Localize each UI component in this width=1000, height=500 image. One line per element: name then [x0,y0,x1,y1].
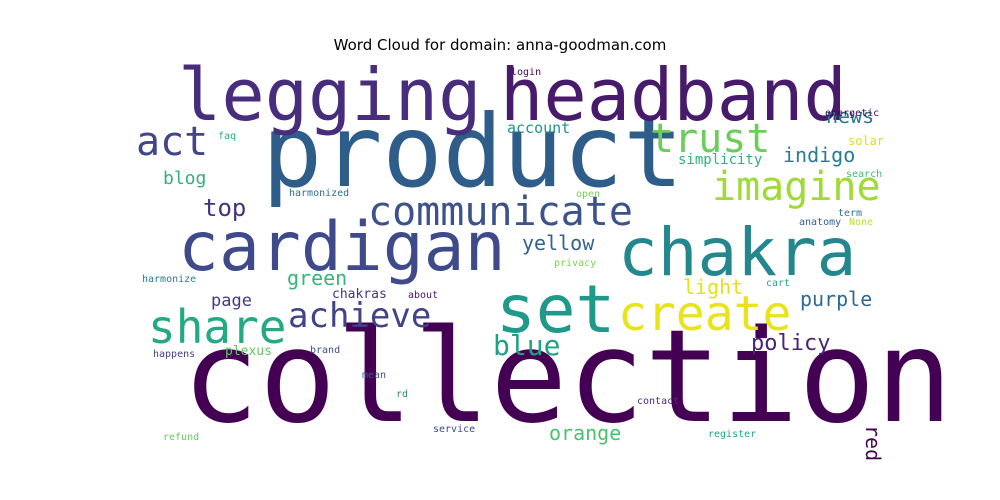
word-account: account [507,119,570,137]
chart-title: Word Cloud for domain: anna-goodman.com [333,36,667,54]
word-light: light [683,275,743,299]
word-register: register [708,429,756,440]
word-headband: headband [500,53,847,137]
word-none: None [849,217,873,228]
word-policy: policy [751,331,830,356]
word-about: about [408,290,438,301]
word-communicate: communicate [368,189,633,235]
word-happens: happens [153,349,195,360]
word-indigo: indigo [783,143,855,167]
word-blue: blue [493,329,560,362]
word-legging: legging [178,53,481,137]
word-solar: solar [848,134,884,148]
word-yellow: yellow [522,231,595,255]
word-plexus: plexus [225,344,272,359]
word-cart: cart [766,278,790,289]
word-search: search [846,169,882,180]
word-orange: orange [549,421,621,445]
word-collection: collection [182,303,953,452]
word-top: top [203,194,246,222]
word-mean: mean [362,370,386,381]
word-product: product [262,93,683,210]
word-news: news [826,104,874,128]
word-harmonized: harmonized [289,188,349,199]
word-service: service [433,424,475,435]
word-harmonize: harmonize [142,274,196,285]
word-anatomy: anatomy [799,217,841,228]
word-share: share [148,300,286,354]
word-set: set [496,271,615,348]
word-imagine: imagine [712,164,881,210]
word-rd: rd [396,389,408,400]
word-chakra: chakra [618,214,856,291]
word-red: red [861,425,885,461]
word-refund: refund [163,432,199,443]
word-purple: purple [800,287,872,311]
word-open: open [576,189,600,200]
word-brand: brand [310,345,340,356]
word-act: act [136,119,208,165]
word-cardigan: cardigan [178,208,506,287]
word-green: green [287,266,347,290]
word-blog: blog [163,168,206,189]
word-contact: contact [637,396,679,407]
word-chakras: chakras [332,287,387,302]
word-faq: faq [218,131,236,142]
word-energetic: energetic [825,108,879,119]
word-simplicity: simplicity [678,152,762,168]
word-trust: trust [650,116,770,162]
word-page: page [211,291,252,311]
word-achieve: achieve [288,296,431,336]
word-privacy: privacy [554,258,596,269]
word-create: create [618,286,791,342]
word-term: term [838,208,862,219]
word-login: login [511,67,541,78]
